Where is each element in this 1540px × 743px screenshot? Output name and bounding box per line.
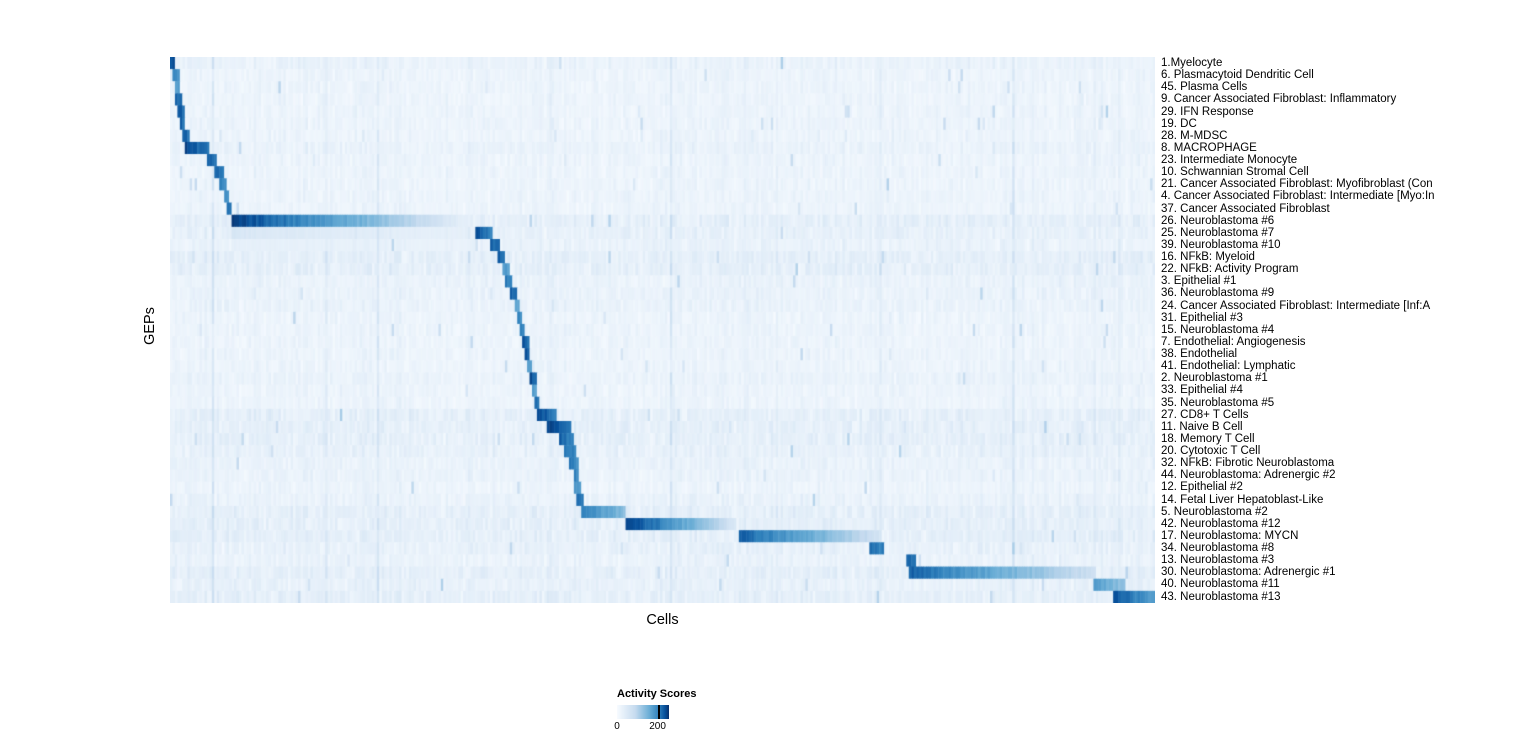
row-label: 9. Cancer Associated Fibroblast: Inflamm… bbox=[1161, 93, 1397, 106]
row-label: 41. Endothelial: Lymphatic bbox=[1161, 360, 1296, 373]
row-label: 42. Neuroblastoma #12 bbox=[1161, 517, 1281, 530]
row-label: 30. Neuroblastoma: Adrenergic #1 bbox=[1161, 566, 1336, 579]
row-labels: 1.Myelocyte 6. Plasmacytoid Dendritic Cel… bbox=[1161, 57, 1540, 603]
activity-scores-legend: Activity Scores 0 200 bbox=[614, 688, 737, 733]
row-label: 37. Cancer Associated Fibroblast bbox=[1161, 202, 1330, 215]
row-label: 31. Epithelial #3 bbox=[1161, 311, 1243, 324]
row-label: 23. Intermediate Monocyte bbox=[1161, 154, 1298, 166]
row-label: 43. Neuroblastoma #13 bbox=[1161, 590, 1281, 603]
legend-gradient bbox=[617, 705, 669, 719]
row-label: 1.Myelocyte bbox=[1161, 57, 1223, 69]
row-label: 32. NFkB: Fibrotic Neuroblastoma bbox=[1161, 457, 1335, 470]
row-label: 3. Epithelial #1 bbox=[1161, 275, 1237, 288]
row-label: 36. Neuroblastoma #9 bbox=[1161, 287, 1275, 300]
row-label: 27. CD8+ T Cells bbox=[1161, 408, 1249, 421]
legend-tick-max: 200 bbox=[649, 721, 666, 732]
row-label: 44. Neuroblastoma: Adrenergic #2 bbox=[1161, 469, 1336, 482]
row-label: 35. Neuroblastoma #5 bbox=[1161, 396, 1275, 409]
row-label: 15. Neuroblastoma #4 bbox=[1161, 323, 1275, 336]
row-label: 20. Cytotoxic T Cell bbox=[1161, 445, 1261, 457]
row-label: 5. Neuroblastoma #2 bbox=[1161, 505, 1268, 518]
row-label: 19. DC bbox=[1161, 117, 1197, 130]
row-label: 40. Neuroblastoma #11 bbox=[1161, 578, 1280, 591]
row-label: 21. Cancer Associated Fibroblast: Myofib… bbox=[1161, 178, 1433, 191]
row-label: 17. Neuroblastoma: MYCN bbox=[1161, 529, 1299, 542]
y-axis-label: GEPs bbox=[142, 307, 158, 345]
row-label: 45. Plasma Cells bbox=[1161, 81, 1248, 94]
legend-ticks: 0 200 bbox=[614, 721, 669, 733]
legend-tick-min: 0 bbox=[614, 721, 620, 732]
legend-tick-mark bbox=[657, 705, 660, 719]
row-label: 8. MACROPHAGE bbox=[1161, 141, 1257, 154]
row-label: 24. Cancer Associated Fibroblast: Interm… bbox=[1161, 299, 1431, 312]
row-label: 10. Schwannian Stromal Cell bbox=[1161, 166, 1309, 179]
row-label: 4. Cancer Associated Fibroblast: Interme… bbox=[1161, 190, 1435, 203]
heatmap-canvas bbox=[170, 57, 1155, 603]
row-label: 28. M-MDSC bbox=[1161, 129, 1228, 142]
row-label: 16. NFkB: Myeloid bbox=[1161, 251, 1255, 263]
row-label: 6. Plasmacytoid Dendritic Cell bbox=[1161, 69, 1314, 82]
row-label: 11. Naive B Cell bbox=[1161, 420, 1243, 433]
row-label: 26. Neuroblastoma #6 bbox=[1161, 214, 1275, 227]
legend-title: Activity Scores bbox=[617, 688, 697, 700]
row-label: 34. Neuroblastoma #8 bbox=[1161, 542, 1275, 554]
row-label: 7. Endothelial: Angiogenesis bbox=[1161, 335, 1306, 348]
row-label: 18. Memory T Cell bbox=[1161, 432, 1255, 445]
row-label: 29. IFN Response bbox=[1161, 105, 1254, 118]
row-label: 14. Fetal Liver Hepatoblast-Like bbox=[1161, 493, 1324, 506]
x-axis-label: Cells bbox=[646, 612, 679, 628]
row-label: 22. NFkB: Activity Program bbox=[1161, 263, 1299, 276]
row-label: 25. Neuroblastoma #7 bbox=[1161, 226, 1275, 239]
row-label: 38. Endothelial bbox=[1161, 348, 1238, 360]
row-label: 39. Neuroblastoma #10 bbox=[1161, 238, 1281, 251]
row-label: 13. Neuroblastoma #3 bbox=[1161, 554, 1275, 567]
row-label: 12. Epithelial #2 bbox=[1161, 481, 1243, 494]
row-label: 2. Neuroblastoma #1 bbox=[1161, 372, 1268, 385]
row-label: 33. Epithelial #4 bbox=[1161, 384, 1243, 397]
